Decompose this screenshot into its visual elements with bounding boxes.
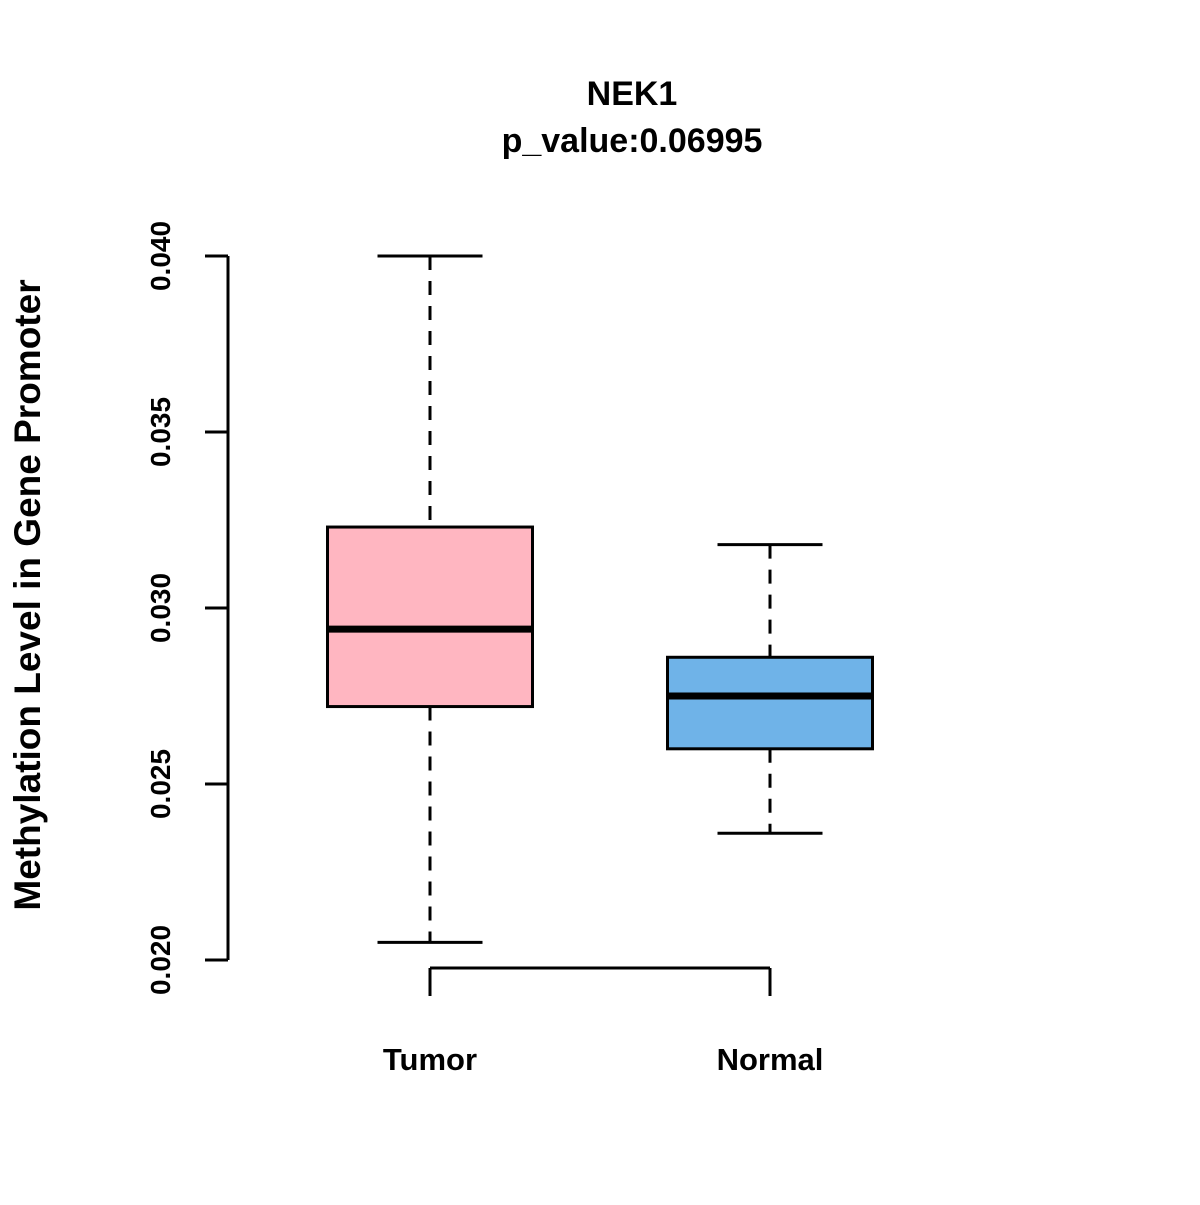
category-label-tumor: Tumor <box>383 1042 477 1077</box>
tumor-box <box>326 525 534 709</box>
y-axis-title: Methylation Level in Gene Promoter <box>7 279 48 910</box>
chart-title: NEK1 <box>587 75 678 113</box>
y-tick-label: 0.040 <box>145 221 176 291</box>
plot-elements: 0.020 0.025 0.030 0.035 0.040 Tumor Normal <box>145 221 874 1077</box>
y-tick-label: 0.020 <box>145 925 176 995</box>
chart-subtitle: p_value:0.06995 <box>502 122 763 160</box>
category-label-normal: Normal <box>717 1042 824 1077</box>
y-tick-label: 0.030 <box>145 573 176 643</box>
normal-box <box>666 655 874 751</box>
y-tick-label: 0.025 <box>145 749 176 819</box>
y-tick-label: 0.035 <box>145 397 176 467</box>
